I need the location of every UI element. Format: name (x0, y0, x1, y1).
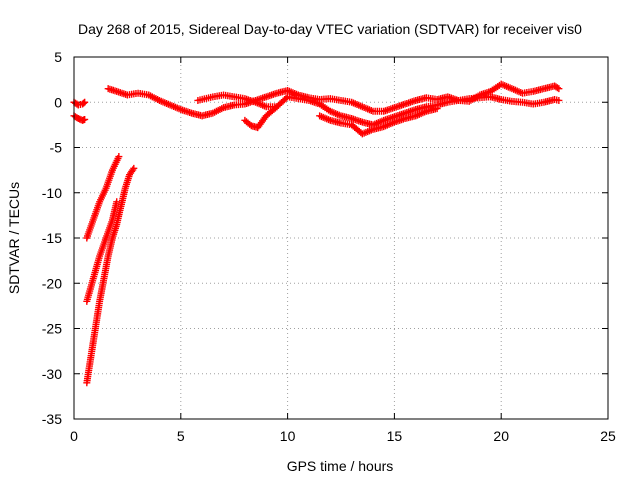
y-tick-label: -35 (42, 411, 62, 427)
point-track-a (115, 153, 123, 161)
y-tick-label: -5 (50, 140, 63, 156)
y-tick-label: -25 (42, 321, 62, 337)
y-tick-label: -10 (42, 185, 62, 201)
y-tick-label: 5 (54, 49, 62, 65)
point-early-short (81, 98, 89, 106)
x-tick-label: 15 (387, 428, 403, 444)
y-tick-label: -20 (42, 275, 62, 291)
point-upper-band (555, 85, 563, 93)
axis-ticks: 0 5 10 15 20 25 5 0 -5 -10 -15 -20 -25 -30 -35 (42, 49, 616, 444)
point-lower-band (273, 103, 281, 111)
y-tick-label: 0 (54, 94, 62, 110)
point-early-short (80, 99, 88, 107)
x-tick-label: 25 (600, 428, 616, 444)
y-tick-label: -30 (42, 366, 62, 382)
x-tick-label: 5 (177, 428, 185, 444)
point-upper-band (553, 84, 561, 92)
point-track-c (129, 166, 137, 174)
plot-frame (73, 56, 609, 420)
y-tick-label: -15 (42, 230, 62, 246)
point-middle-band (555, 96, 563, 104)
point-lower-band (271, 104, 279, 112)
point-early-short (81, 115, 89, 123)
grid (74, 57, 608, 419)
point-track-c (130, 164, 138, 172)
data-points (70, 80, 563, 387)
x-tick-label: 0 (70, 428, 78, 444)
x-axis-label: GPS time / hours (287, 458, 394, 474)
y-axis-label: SDTVAR / TECUs (6, 182, 22, 294)
chart-title: Day 268 of 2015, Sidereal Day-to-day VTE… (78, 21, 582, 37)
x-tick-label: 20 (493, 428, 509, 444)
x-tick-label: 10 (280, 428, 296, 444)
point-lower-band (433, 105, 441, 113)
